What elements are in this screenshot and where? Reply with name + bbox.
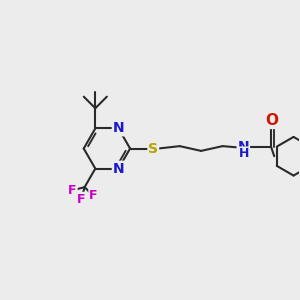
Text: O: O <box>265 113 278 128</box>
Text: F: F <box>89 190 98 202</box>
Text: F: F <box>68 184 77 197</box>
Text: H: H <box>239 147 249 161</box>
Text: F: F <box>77 193 86 206</box>
Text: S: S <box>148 142 158 155</box>
Text: N: N <box>113 122 124 135</box>
Text: N: N <box>113 162 124 176</box>
Text: N: N <box>238 140 249 154</box>
